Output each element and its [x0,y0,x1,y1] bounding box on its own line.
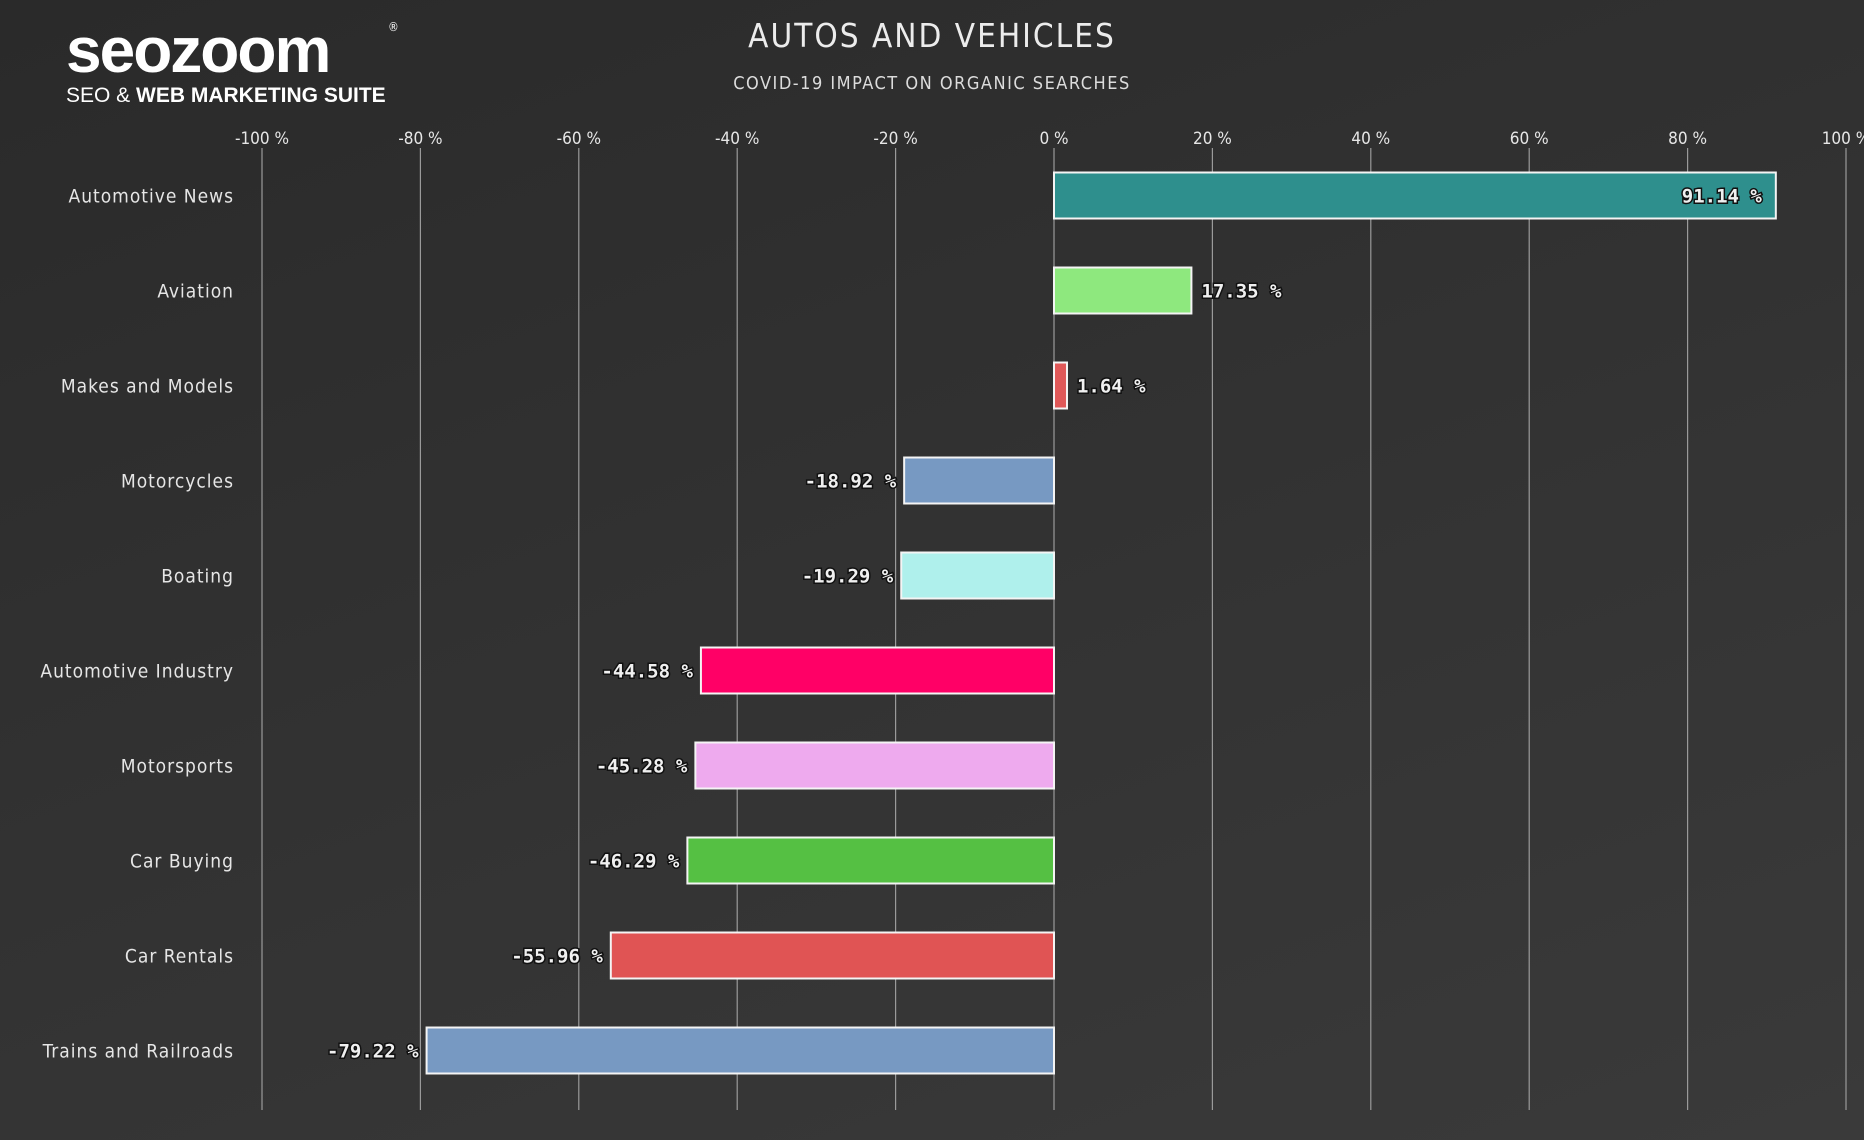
category-label: Automotive News [69,186,235,208]
value-label: 17.35 % [1201,281,1282,303]
bar [699,646,1055,695]
bar [1053,361,1068,410]
value-label: -19.29 % [802,566,894,588]
bar [1053,171,1777,220]
logo-tagline: SEO & WEB MARKETING SUITE [66,84,406,108]
category-label: Aviation [157,281,234,303]
value-label: -18.92 % [805,471,897,493]
category-label: Motorcycles [121,471,234,493]
x-tick-label: -100 % [235,129,289,149]
x-tick-label: -40 % [715,129,759,149]
value-label: -79.22 % [327,1041,419,1063]
value-label: -44.58 % [601,661,693,683]
x-tick-label: 100 % [1822,129,1864,149]
x-tick-label: 80 % [1668,129,1707,149]
registered-mark: ® [388,20,399,34]
value-label: -45.28 % [596,756,688,778]
value-label: 1.64 % [1077,376,1146,398]
category-label: Car Buying [130,851,234,873]
category-label: Motorsports [121,756,234,778]
bar [903,456,1056,505]
seozoom-logo: seozoom ® SEO & WEB MARKETING SUITE [66,14,406,107]
x-tick-label: -60 % [557,129,601,149]
bar [609,931,1055,980]
x-tick-label: 40 % [1351,129,1390,149]
bar [425,1026,1056,1075]
category-label: Car Rentals [125,946,234,968]
value-label: -55.96 % [511,946,603,968]
bar [1053,266,1193,315]
bar [900,551,1055,600]
bar [686,836,1055,885]
category-label: Trains and Railroads [42,1041,234,1063]
category-label: Boating [161,566,234,588]
chart-subtitle: COVID-19 IMPACT ON ORGANIC SEARCHES [733,73,1131,94]
x-tick-label: 20 % [1193,129,1232,149]
value-label: 91.14 % [1682,186,1763,208]
x-tick-label: 0 % [1039,129,1068,149]
logo-tagline-bold: WEB MARKETING SUITE [136,84,386,107]
x-tick-label: -20 % [873,129,917,149]
bar [694,741,1055,790]
logo-wordmark: seozoom [66,14,331,86]
category-label: Automotive Industry [40,661,234,683]
chart-title: AUTOS AND VEHICLES [748,16,1116,55]
x-tick-label: 60 % [1510,129,1549,149]
x-tick-label: -80 % [398,129,442,149]
category-label: Makes and Models [61,376,234,398]
value-label: -46.29 % [588,851,680,873]
logo-tagline-light: SEO & [66,84,137,107]
